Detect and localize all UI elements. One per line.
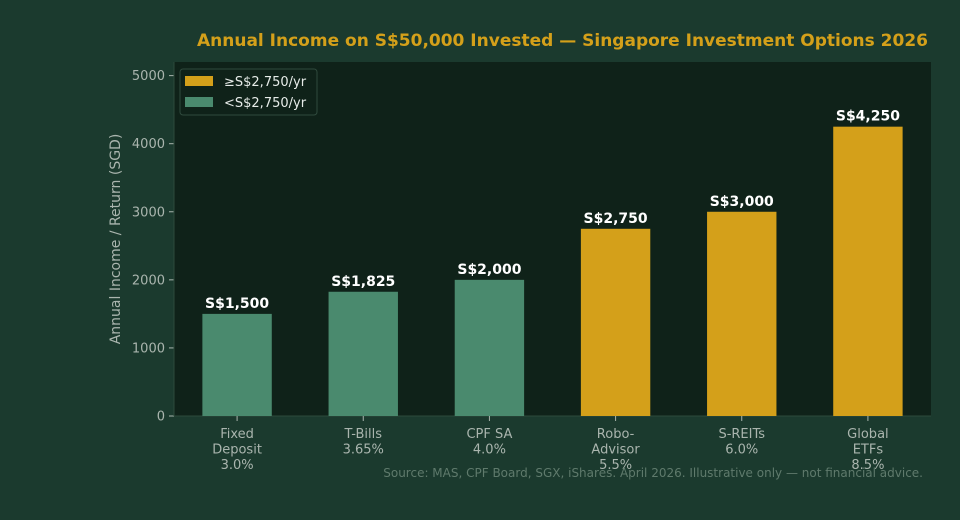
bar-value-label: S$2,750	[584, 211, 648, 227]
bar	[454, 279, 525, 416]
x-tick-label: T-Bills 3.65%	[343, 427, 384, 458]
bar	[833, 126, 903, 416]
x-tick-label: Robo-Advisor 5.5%	[591, 427, 640, 473]
bar	[580, 228, 651, 416]
bar-value-label: S$4,250	[836, 109, 900, 125]
plot-area	[174, 62, 931, 416]
legend-label: <S$2,750/yr	[224, 96, 307, 111]
legend-label: ≥S$2,750/yr	[224, 75, 307, 90]
bar-value-label: S$1,825	[331, 274, 395, 290]
chart-title: Annual Income on S$50,000 Invested — Sin…	[197, 31, 928, 51]
y-axis-title: Annual Income / Return (SGD)	[108, 134, 124, 345]
bar-value-label: S$1,500	[205, 296, 269, 312]
y-tick-label: 5000	[132, 69, 165, 84]
bar	[328, 291, 398, 416]
legend-swatch	[185, 97, 213, 107]
y-tick-label: 4000	[132, 137, 165, 152]
x-axis: Fixed Deposit 3.0% T-Bills 3.65% CPF SA 4.0% Ro…	[212, 416, 889, 473]
legend-swatch	[185, 76, 213, 86]
y-tick-label: 3000	[132, 205, 165, 220]
x-tick-label: Global ETFs 8.5%	[847, 427, 888, 473]
bar-value-label: S$2,000	[457, 262, 521, 278]
x-tick-label: Fixed Deposit 3.0%	[212, 427, 262, 473]
legend: ≥S$2,750/yr <S$2,750/yr	[179, 68, 318, 116]
bar-value-label: S$3,000	[710, 194, 774, 210]
x-tick-label: S-REITs 6.0%	[718, 427, 765, 458]
source-note: Source: MAS, CPF Board, SGX, iShares. Ap…	[383, 466, 923, 480]
y-tick-label: 1000	[132, 341, 165, 356]
data-labels-group: S$1,500 S$1,825 S$2,000 S$2,750 S$3,000 S$4,2…	[205, 109, 900, 312]
bar	[707, 211, 777, 416]
legend-box	[179, 68, 318, 116]
bars-group	[202, 126, 903, 416]
y-tick-label: 2000	[132, 273, 165, 288]
y-tick-label: 0	[157, 410, 165, 425]
bar	[202, 313, 272, 416]
x-tick-label: CPF SA 4.0%	[466, 427, 512, 458]
y-axis: 0 1000 2000 3000 4000 5000	[132, 62, 931, 425]
